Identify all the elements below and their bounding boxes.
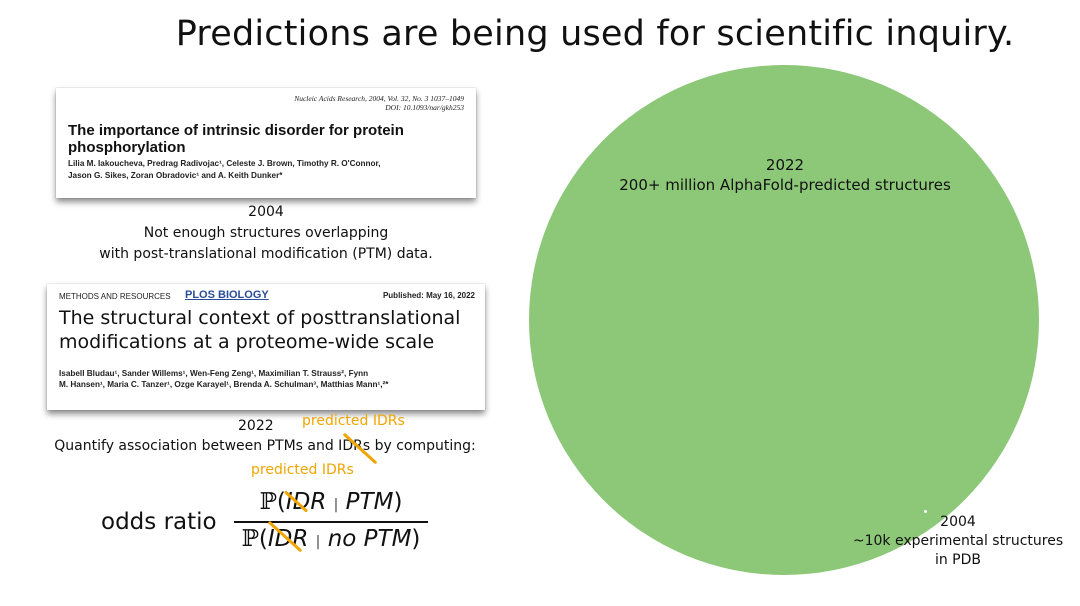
authors-line: Lilia M. Iakoucheva, Predrag Radivojac¹,… xyxy=(68,159,381,168)
paper-title-line: The structural context of posttranslatio… xyxy=(59,307,461,329)
paper-title-line: phosphorylation xyxy=(68,139,186,156)
circle-year: 2004 xyxy=(940,514,976,530)
caption-2022-sentence: Quantify association between PTMs and ID… xyxy=(54,438,476,454)
authors-line: Jason G. Sikes, Zoran Obradovic¹ and A. … xyxy=(68,171,283,180)
probability-symbol: ℙ xyxy=(241,526,259,552)
caption-line: with post-translational modification (PT… xyxy=(99,246,433,262)
slide-title: Predictions are being used for scientifi… xyxy=(175,14,1015,54)
published-date: Published: May 16, 2022 xyxy=(382,291,475,300)
authors-line: Isabell Bludau¹, Sander Willems¹, Wen-Fe… xyxy=(59,369,369,378)
paper-title-line: The importance of intrinsic disorder for… xyxy=(68,122,404,139)
caption-line: Not enough structures overlapping xyxy=(143,225,389,241)
paren: ) xyxy=(393,489,403,515)
journal-line: Nucleic Acids Research, 2004, Vol. 32, N… xyxy=(294,94,464,103)
annotation-predicted-idrs: predicted IDRs xyxy=(251,462,354,478)
journal-name: PLOS BIOLOGY xyxy=(185,289,269,301)
paper-2004-excerpt: Nucleic Acids Research, 2004, Vol. 32, N… xyxy=(56,88,476,198)
paper-authors: Isabell Bludau¹, Sander Willems¹, Wen-Fe… xyxy=(59,368,479,390)
caption-2004: Not enough structures overlapping with p… xyxy=(40,223,492,265)
alphafold-circle xyxy=(529,65,1039,575)
pdb-circle-label: 2004 ~10k experimental structures in PDB xyxy=(848,513,1068,570)
doi-line: DOI: 10.1093/nar/gkh253 xyxy=(385,103,464,112)
paper-authors: Lilia M. Iakoucheva, Predrag Radivojac¹,… xyxy=(68,158,468,182)
paren: ( xyxy=(276,489,286,515)
paper-title: The structural context of posttranslatio… xyxy=(59,306,460,354)
probability-symbol: ℙ xyxy=(259,489,277,515)
paren: ) xyxy=(411,526,421,552)
section-label: METHODS AND RESOURCES xyxy=(59,292,171,301)
circle-caption: in PDB xyxy=(934,552,982,568)
caption-2022-year: 2022 xyxy=(238,418,274,434)
paper-2022-excerpt: METHODS AND RESOURCES PLOS BIOLOGY Publi… xyxy=(47,284,485,410)
journal-citation: Nucleic Acids Research, 2004, Vol. 32, N… xyxy=(294,94,464,112)
odds-ratio-formula: ℙ(IDR | PTM) ℙ(IDR | no PTM) xyxy=(234,488,428,556)
paper-title: The importance of intrinsic disorder for… xyxy=(68,122,404,156)
caption-2004-year: 2004 xyxy=(248,204,284,220)
odds-ratio-label: odds ratio xyxy=(101,509,217,535)
formula-numerator: ℙ(IDR | PTM) xyxy=(234,488,428,519)
circle-year: 2022 xyxy=(765,156,805,174)
paren: ( xyxy=(258,526,268,552)
pdb-circle xyxy=(924,510,927,513)
given-bar: | xyxy=(333,497,339,513)
given-bar: | xyxy=(315,534,321,550)
authors-line: M. Hansen¹, Maria C. Tanzer¹, Ozge Karay… xyxy=(59,380,389,389)
circle-caption: 200+ million AlphaFold-predicted structu… xyxy=(619,176,951,194)
circle-caption: ~10k experimental structures xyxy=(852,533,1064,549)
ptm-term: PTM xyxy=(345,489,394,515)
fraction-bar xyxy=(234,521,428,523)
alphafold-circle-label: 2022 200+ million AlphaFold-predicted st… xyxy=(560,155,1010,195)
annotation-predicted-idrs: predicted IDRs xyxy=(302,413,405,429)
paper-title-line: modifications at a proteome-wide scale xyxy=(59,331,435,353)
no-ptm-term: no PTM xyxy=(327,526,412,552)
formula-denominator: ℙ(IDR | no PTM) xyxy=(234,525,428,556)
